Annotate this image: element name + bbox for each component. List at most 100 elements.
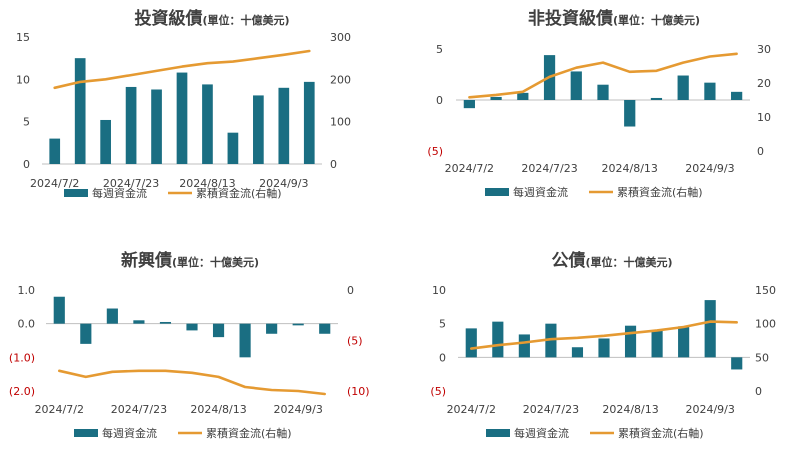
bar: [202, 84, 213, 164]
x-axis-tick-label: 2024/8/13: [602, 162, 658, 175]
bar: [49, 138, 61, 164]
left-axis-tick-label: 0: [23, 158, 30, 171]
left-axis-tick-label: 15: [16, 31, 30, 44]
chart-title-main: 新興債: [121, 250, 172, 271]
legend: 每週資金流 累積資金流(右軸): [486, 426, 704, 440]
legend: 每週資金流 累積資金流(右軸): [74, 426, 292, 440]
bar: [106, 308, 118, 324]
left-axis-tick-label: (2.0): [9, 385, 35, 398]
chart-subtitle: (單位：十億美元): [585, 255, 672, 269]
bar: [517, 92, 529, 100]
bar: [678, 326, 690, 358]
legend-bar-swatch: [74, 429, 98, 437]
bar: [677, 75, 689, 100]
right-axis-tick-label: 150: [755, 284, 776, 297]
right-axis-tick-label: 300: [330, 31, 351, 44]
bar: [133, 320, 145, 324]
legend-bar-swatch: [486, 429, 510, 437]
legend-bar-swatch: [485, 188, 509, 196]
x-axis-tick-label: 2024/7/2: [445, 162, 494, 175]
bar: [731, 91, 743, 100]
left-axis-tick-label: 5: [439, 318, 446, 331]
chart-title-main: 公債: [551, 250, 585, 271]
legend-bar-label: 每週資金流: [92, 186, 147, 200]
left-axis-tick-label: 5: [23, 116, 30, 129]
legend-bar-label: 每週資金流: [102, 426, 157, 440]
right-axis-tick-label: 50: [755, 351, 769, 364]
bar: [176, 72, 188, 164]
x-axis-tick-label: 2024/9/3: [685, 403, 734, 416]
bar: [303, 81, 315, 164]
bar: [151, 89, 162, 164]
bar: [239, 323, 251, 358]
cumulative-line: [469, 320, 739, 350]
chart-title: 非投資級債(單位：十億美元): [528, 8, 700, 29]
bar: [704, 300, 716, 358]
x-axis-tick-label: 2024/8/13: [190, 403, 246, 416]
cumulative-line: [53, 49, 311, 90]
bar: [212, 323, 225, 338]
bar: [319, 323, 331, 334]
x-axis-tick-label: 2024/7/23: [521, 162, 577, 175]
bar: [731, 357, 743, 370]
left-axis-tick-label: 0: [436, 94, 443, 107]
x-axis-tick-label: 2024/7/2: [35, 403, 84, 416]
bar: [278, 87, 290, 164]
legend-line-label: 累積資金流(右軸): [206, 426, 292, 440]
bar: [490, 96, 502, 100]
right-axis-tick-label: (5): [347, 335, 363, 348]
right-axis-tick-label: 100: [330, 116, 351, 129]
left-axis-tick-label: 10: [432, 284, 446, 297]
bar: [597, 84, 609, 100]
bar: [125, 86, 137, 164]
x-axis-tick-label: 2024/7/23: [111, 403, 167, 416]
left-axis-tick-label: 0: [439, 351, 446, 364]
bar: [292, 323, 304, 326]
bar: [704, 82, 716, 100]
x-axis-tick-label: 2024/8/13: [179, 177, 235, 190]
chart-title-main: 投資級債: [134, 8, 202, 29]
chart-title-main: 非投資級債: [528, 8, 613, 29]
bar: [463, 100, 475, 109]
bar: [186, 323, 198, 331]
bar: [266, 323, 278, 334]
bar: [571, 347, 584, 358]
legend-bar-label: 每週資金流: [513, 185, 568, 199]
chart-panel-1: 投資級債(單位：十億美元) 0 5 10 15 0 100 200 300 2024/7/2 202…: [16, 8, 351, 200]
chart-subtitle: (單位：十億美元): [613, 13, 700, 27]
bar: [518, 334, 530, 358]
right-axis-tick-label: 0: [347, 284, 354, 297]
x-axis-tick-label: 2024/7/23: [523, 403, 579, 416]
right-axis-tick-label: (10): [347, 385, 370, 398]
bar: [80, 323, 92, 344]
chart-panel-2: 非投資級債(單位：十億美元) (5) 0 5 0 10 20 30 2024/7/2 2024/7…: [427, 8, 771, 199]
x-axis-tick-label: 2024/9/3: [273, 403, 322, 416]
legend-bar-swatch: [64, 189, 88, 197]
bar: [650, 97, 663, 100]
bar: [624, 100, 636, 127]
bar: [74, 58, 86, 164]
legend: 每週資金流 累積資金流(右軸): [64, 186, 282, 200]
x-axis-tick-label: 2024/7/2: [30, 177, 79, 190]
bar: [624, 325, 637, 358]
chart-subtitle: (單位：十億美元): [202, 13, 289, 27]
chart-title: 新興債(單位：十億美元): [121, 250, 259, 271]
left-axis-tick-label: 0.0: [18, 318, 36, 331]
cumulative-line: [57, 369, 327, 396]
bar: [227, 132, 239, 164]
bar: [651, 330, 663, 358]
chart-title: 公債(單位：十億美元): [551, 250, 672, 271]
legend-line-label: 累積資金流(右軸): [618, 426, 704, 440]
right-axis-tick-label: 100: [755, 318, 776, 331]
left-axis-tick-label: 10: [16, 73, 30, 86]
right-axis-tick-label: 30: [757, 43, 771, 56]
bar: [100, 119, 111, 164]
right-axis-tick-label: 0: [330, 158, 337, 171]
x-axis-tick-label: 2024/9/3: [259, 177, 308, 190]
left-axis-tick-label: (1.0): [9, 351, 35, 364]
legend-line-label: 累積資金流(右軸): [617, 185, 703, 199]
bar: [253, 95, 264, 164]
right-axis-tick-label: 0: [757, 145, 764, 158]
left-axis-tick-label: 5: [436, 43, 443, 56]
